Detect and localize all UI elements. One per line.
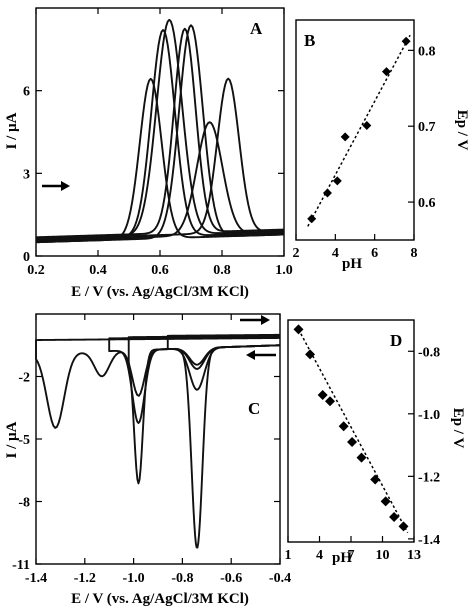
panel-b: 2 4 6 8 0.6 0.7 0.8 B Ep / V pH	[293, 19, 470, 272]
panel-c-ylabel: I / µA	[4, 421, 20, 458]
panel-a-xtick-label: 0.8	[213, 263, 231, 278]
panel-a: 0.2 0.4 0.6 0.8 1.0 0 3 6 A I / µA E / V (vs. A…	[4, 7, 293, 300]
panel-a-letter: A	[250, 19, 263, 38]
panel-a-xlabel: E / V (vs. Ag/AgCl/3M KCl)	[71, 284, 249, 300]
panel-d-xtick-label: 1	[285, 548, 292, 563]
panel-d-point	[338, 421, 349, 432]
panel-c-xlabel: E / V (vs. Ag/AgCl/3M KCl)	[71, 591, 249, 607]
panel-d-point	[398, 521, 409, 532]
arrow-icon	[42, 181, 70, 191]
panel-b-point	[340, 132, 350, 142]
panel-c-ytick-label: -8	[18, 496, 30, 511]
panel-d-point	[317, 390, 328, 401]
arrow-left-icon	[246, 350, 276, 360]
panel-b-points	[307, 34, 411, 227]
panel-b-xtick-label: 6	[371, 246, 378, 261]
panel-b-xlabel: pH	[342, 256, 362, 272]
panel-b-point	[322, 188, 332, 198]
panel-a-xtick-label: 0.2	[27, 263, 45, 278]
panel-b-point	[381, 67, 391, 77]
panel-b-ylabel: Ep / V	[454, 110, 470, 151]
panel-d-point	[389, 511, 400, 522]
panel-c-voltammogram	[166, 333, 281, 549]
panel-b-ticks: 2 4 6 8 0.6 0.7 0.8	[293, 44, 436, 261]
panel-c-xtick-label: -1.4	[25, 571, 47, 586]
panel-b-point	[362, 120, 372, 130]
panel-d-xtick-label: 4	[316, 548, 323, 563]
panel-d-point	[305, 349, 316, 360]
panel-d-point	[347, 436, 358, 447]
panel-a-curves	[35, 18, 285, 244]
panel-b-frame	[295, 19, 415, 241]
panel-a-xtick-label: 0.4	[89, 263, 107, 278]
panel-a-ylabel: I / µA	[4, 112, 20, 149]
panel-b-xtick-label: 4	[332, 246, 339, 261]
panel-a-voltammogram	[35, 24, 285, 244]
panel-c-voltammogram	[35, 337, 281, 429]
panel-d-point	[380, 496, 391, 507]
panel-b-ytick-label: 0.7	[418, 120, 436, 135]
panel-a-ytick-label: 6	[23, 85, 30, 100]
panel-b-letter: B	[304, 31, 315, 50]
panel-b-fit-line	[307, 34, 411, 227]
panel-c-ytick-label: -5	[18, 433, 30, 448]
panel-d-xlabel: pH	[332, 550, 352, 566]
panel-d-ytick-label: -1.4	[418, 533, 440, 548]
panel-d-point	[356, 452, 367, 463]
panel-c-xtick-label: -1.0	[123, 571, 145, 586]
panel-b-point	[332, 176, 342, 186]
panel-a-xtick-label: 1.0	[275, 263, 293, 278]
panel-a-ticks: 0.2 0.4 0.6 0.8 1.0 0 3 6	[23, 8, 293, 278]
panel-c-ticks: -1.4 -1.2 -1.0 -0.8 -0.6 -0.4 -2 -5 -8 -11	[12, 314, 291, 586]
panel-d-xtick-label: 10	[376, 548, 390, 563]
panel-c: -1.4 -1.2 -1.0 -0.8 -0.6 -0.4 -2 -5 -8 -11 C I / …	[4, 313, 291, 607]
panel-d-point	[370, 474, 381, 485]
panel-c-ytick-label: -11	[12, 558, 30, 573]
panel-b-xtick-label: 8	[411, 246, 418, 261]
panel-b-xtick-label: 2	[293, 246, 300, 261]
arrow-right-icon	[240, 315, 270, 325]
panel-a-voltammogram	[35, 121, 285, 242]
panel-c-xtick-label: -1.2	[74, 571, 96, 586]
panel-b-point	[307, 214, 317, 224]
panel-b-ytick-label: 0.6	[418, 196, 436, 211]
panel-c-xtick-label: -0.6	[220, 571, 242, 586]
panel-b-ytick-label: 0.8	[418, 44, 436, 59]
panel-d-xtick-label: 7	[348, 548, 355, 563]
panel-d-point	[325, 396, 335, 407]
panel-c-xtick-label: -0.4	[269, 571, 291, 586]
panel-d-ytick-label: -1.2	[418, 470, 440, 485]
panel-d-point	[293, 324, 304, 335]
panel-d: 1 4 7 10 13 -0.8 -1.0 -1.2 -1.4 D Ep / V pH	[285, 319, 466, 566]
panel-c-frame	[35, 313, 281, 565]
panel-a-xtick-label: 0.6	[151, 263, 169, 278]
panel-c-curves	[35, 333, 281, 549]
panel-c-letter: C	[248, 399, 260, 418]
panel-d-letter: D	[390, 331, 402, 350]
panel-d-ticks: 1 4 7 10 13 -0.8 -1.0 -1.2 -1.4	[285, 345, 441, 563]
panel-d-xtick-label: 13	[407, 548, 421, 563]
panel-d-ytick-label: -1.0	[418, 408, 440, 423]
panel-a-voltammogram	[35, 77, 285, 240]
panel-d-ylabel: Ep / V	[450, 408, 466, 449]
panel-a-ytick-label: 0	[23, 250, 30, 265]
panel-a-ytick-label: 3	[23, 167, 30, 182]
panel-c-ytick-label: -2	[18, 371, 30, 386]
panel-b-point	[401, 36, 411, 46]
panel-d-ytick-label: -0.8	[418, 345, 440, 360]
panel-d-points	[293, 324, 409, 533]
panel-d-fit-line	[297, 329, 409, 533]
panel-c-xtick-label: -0.8	[171, 571, 193, 586]
